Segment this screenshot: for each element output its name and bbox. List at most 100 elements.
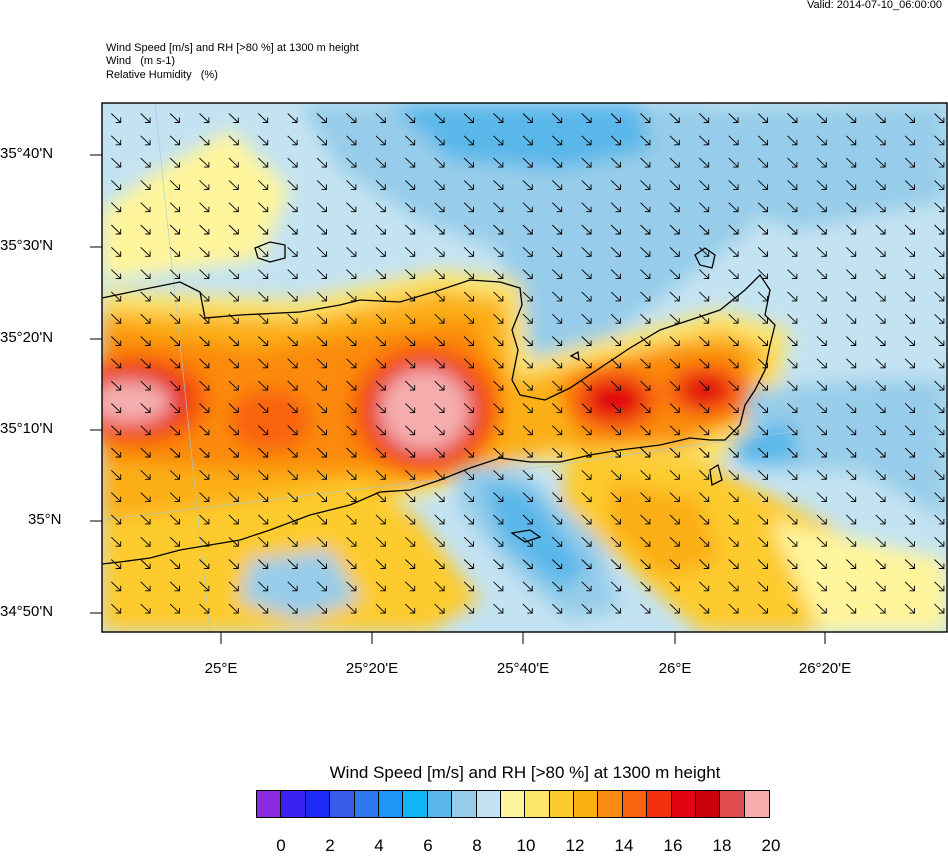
wind-arrow: [845, 224, 857, 235]
wind-arrow: [228, 336, 239, 346]
wind-arrow: [110, 447, 122, 458]
wind-arrow: [640, 336, 651, 346]
wind-arrow: [110, 313, 122, 324]
wind-arrow: [228, 135, 239, 146]
wind-arrow: [287, 157, 298, 168]
wind-arrow: [346, 291, 357, 302]
wind-arrow: [434, 492, 445, 503]
lat-label: 35°30'N: [0, 237, 54, 254]
wind-arrow: [551, 425, 563, 436]
wind-arrow: [551, 380, 563, 391]
wind-arrow: [404, 202, 416, 213]
wind-arrow: [816, 447, 827, 458]
wind-arrow: [110, 403, 122, 413]
wind-arrow: [463, 224, 474, 235]
wind-arrow: [522, 202, 533, 213]
wind-arrow: [934, 603, 945, 614]
wind-arrow: [728, 224, 739, 235]
wind-arrow: [669, 559, 680, 569]
wind-arrow: [346, 380, 357, 391]
wind-arrow: [669, 380, 680, 391]
wind-arrow: [757, 581, 768, 592]
wind-arrow: [522, 269, 533, 280]
wind-arrow: [728, 403, 739, 413]
wind-arrow: [875, 492, 886, 503]
wind-arrow: [522, 469, 533, 480]
wind-map: [90, 102, 948, 644]
wind-arrow: [787, 581, 798, 592]
wind-arrow: [934, 380, 945, 391]
wind-arrow: [110, 113, 122, 123]
wind-arrow: [199, 157, 210, 168]
wind-arrow: [698, 358, 710, 369]
wind-arrow: [610, 113, 621, 123]
wind-arrow: [404, 135, 416, 146]
wind-arrow: [698, 603, 710, 614]
wind-arrow: [845, 403, 857, 413]
wind-arrow: [463, 246, 474, 257]
wind-arrow: [287, 447, 298, 458]
wind-arrow: [581, 425, 592, 436]
wind-arrow: [904, 180, 915, 190]
wind-arrow: [875, 403, 886, 413]
wind-arrow: [199, 291, 210, 302]
wind-arrow: [463, 313, 474, 324]
wind-arrow: [463, 113, 474, 123]
wind-arrow: [257, 425, 269, 436]
wind-arrow: [875, 157, 886, 168]
wind-arrow: [404, 313, 416, 324]
wind-arrow: [934, 202, 945, 213]
wind-arrow: [934, 447, 945, 458]
wind-arrow: [669, 224, 680, 235]
wind-arrow: [257, 559, 269, 569]
wind-arrow: [934, 425, 945, 436]
wind-arrow: [110, 180, 122, 190]
wind-arrow: [904, 425, 915, 436]
wind-arrow: [375, 380, 386, 391]
wind-arrow: [434, 180, 445, 190]
wind-arrow: [199, 246, 210, 257]
wind-arrow: [493, 157, 504, 168]
colorbar-swatch: [598, 791, 623, 817]
wind-arrow: [845, 291, 857, 302]
wind-arrow: [404, 447, 416, 458]
wind-arrow: [757, 269, 768, 280]
wind-arrow: [757, 135, 768, 146]
wind-arrow: [287, 358, 298, 369]
wind-arrow: [346, 135, 357, 146]
wind-arrow: [463, 180, 474, 190]
wind-arrow: [257, 291, 269, 302]
wind-arrow: [551, 157, 563, 168]
wind-arrow: [669, 113, 680, 123]
wind-arrow: [493, 559, 504, 569]
wind-arrow: [375, 135, 386, 146]
wind-arrow: [346, 358, 357, 369]
wind-arrow: [845, 113, 857, 123]
wind-arrow: [757, 224, 768, 235]
wind-arrow: [698, 559, 710, 569]
wind-arrow: [316, 269, 327, 280]
wind-arrow: [610, 469, 621, 480]
wind-arrow: [698, 447, 710, 458]
wind-arrow: [493, 469, 504, 480]
wind-arrow: [787, 246, 798, 257]
wind-arrow: [845, 536, 857, 547]
wind-arrow: [110, 269, 122, 280]
wind-arrow: [257, 469, 269, 480]
wind-arrow: [169, 447, 180, 458]
wind-arrow: [493, 135, 504, 146]
wind-arrow: [404, 380, 416, 391]
wind-arrow: [434, 336, 445, 346]
wind-arrow: [875, 180, 886, 190]
wind-arrow: [845, 492, 857, 503]
wind-arrow: [346, 469, 357, 480]
wind-arrow: [522, 603, 533, 614]
wind-arrow: [404, 581, 416, 592]
wind-arrow: [640, 246, 651, 257]
wind-arrow: [904, 380, 915, 391]
wind-arrow: [904, 492, 915, 503]
wind-arrow: [787, 358, 798, 369]
wind-arrow: [257, 336, 269, 346]
wind-arrow: [169, 514, 180, 525]
wind-arrow: [787, 536, 798, 547]
